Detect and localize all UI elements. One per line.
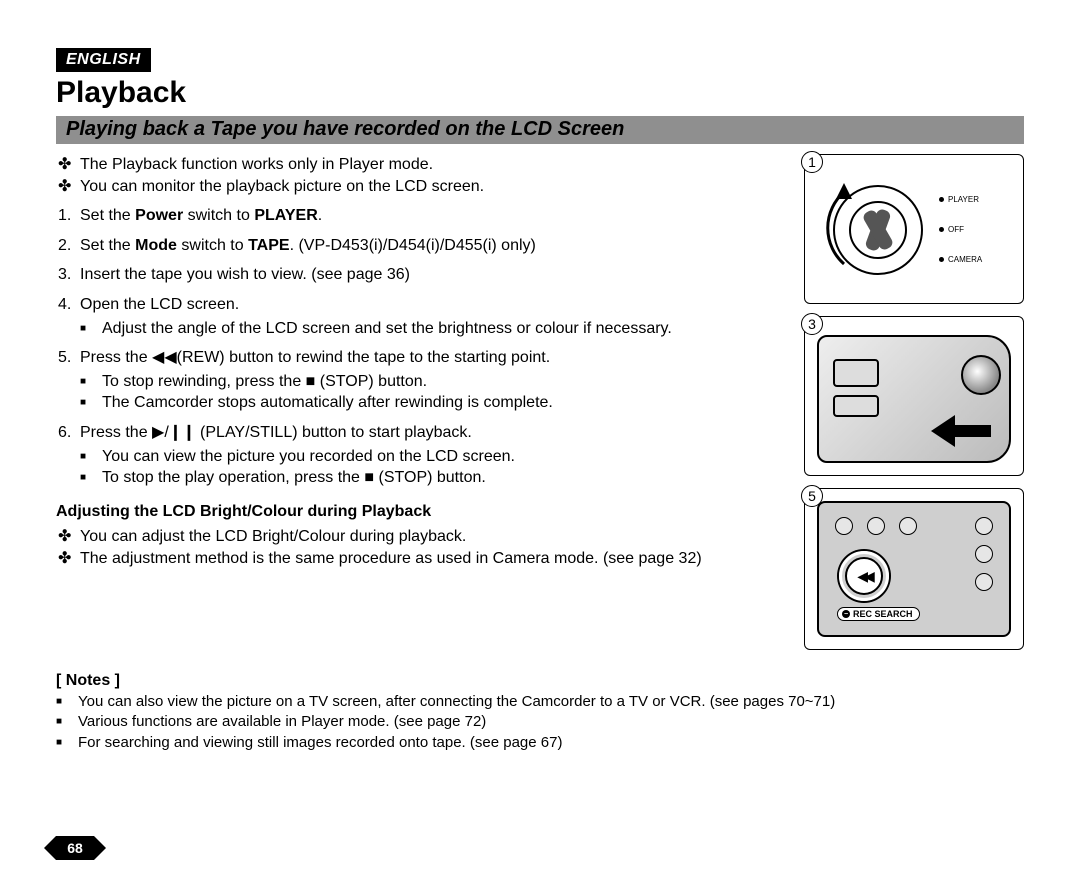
step-number: 4. [58, 294, 80, 316]
text-column: The Playback function works only in Play… [56, 154, 776, 650]
stop-icon: ■ [306, 373, 316, 390]
rec-search-text: REC SEARCH [853, 609, 913, 619]
step-5: 5.Press the ◀◀(REW) button to rewind the… [80, 347, 776, 414]
step-number: 3. [58, 264, 80, 286]
substep: You can view the picture you recorded on… [102, 446, 776, 468]
play-still-icon: ▶/❙❙ [152, 424, 196, 441]
sub-bullet: The adjustment method is the same proced… [80, 548, 776, 570]
steps-list: 1.Set the Power switch to PLAYER. 2.Set … [56, 205, 776, 489]
manual-page: ENGLISH Playback Playing back a Tape you… [0, 0, 1080, 880]
step-text: Set the [80, 207, 135, 224]
camcorder-illustration [811, 323, 1017, 469]
step-2: 2.Set the Mode switch to TAPE. (VP-D453(… [80, 235, 776, 257]
step-text: switch to [177, 237, 248, 254]
figure-3-open-lcd: 3 [804, 316, 1024, 476]
hand-arrow-icon [931, 411, 991, 451]
step-text: (REW) button to rewind the tape to the s… [177, 349, 551, 366]
step-text: Press the [80, 424, 152, 441]
subheading: Adjusting the LCD Bright/Colour during P… [56, 501, 776, 523]
step-4: 4.Open the LCD screen. Adjust the angle … [80, 294, 776, 339]
substep-text: (STOP) button. [315, 373, 427, 390]
step-6: 6.Press the ▶/❙❙ (PLAY/STILL) button to … [80, 422, 776, 489]
notes-label: [ Notes ] [56, 672, 1024, 690]
step-3: 3.Insert the tape you wish to view. (see… [80, 264, 776, 286]
dial-label-camera: CAMERA [939, 255, 982, 264]
step-text: Insert the tape you wish to view. (see p… [80, 266, 410, 283]
section-heading: Playing back a Tape you have recorded on… [56, 116, 1024, 144]
substep-text: (STOP) button. [374, 469, 486, 486]
step-text: Open the LCD screen. [80, 296, 239, 313]
page-title: Playback [56, 76, 1024, 110]
intro-bullet: The Playback function works only in Play… [80, 154, 776, 176]
substep: The Camcorder stops automatically after … [102, 392, 776, 414]
figure-1-power-dial: 1 PLAYER OFF CAMERA [804, 154, 1024, 304]
dot-icon [939, 257, 944, 262]
substep: To stop the play operation, press the ■ … [102, 467, 776, 489]
rewind-glyph-icon: ◀◀ [857, 568, 871, 585]
substeps: Adjust the angle of the LCD screen and s… [80, 318, 776, 340]
stop-icon: ■ [364, 469, 374, 486]
substep-text: To stop the play operation, press the [102, 469, 364, 486]
intro-bullet: You can monitor the playback picture on … [80, 176, 776, 198]
page-number-badge: 68 [56, 836, 94, 860]
rewind-icon: ◀◀ [152, 349, 177, 366]
step-number: 6. [58, 422, 80, 444]
dial-label-off: OFF [939, 225, 964, 234]
step-text: Set the [80, 237, 135, 254]
step-text: . [318, 207, 322, 224]
minus-circle-icon: − [842, 610, 850, 618]
step-bold: TAPE [248, 237, 289, 254]
step-number: 1. [58, 205, 80, 227]
note-item: For searching and viewing still images r… [78, 733, 1024, 753]
rec-search-label: − REC SEARCH [837, 607, 920, 621]
control-panel-illustration: ◀◀ − REC SEARCH [811, 495, 1017, 643]
step-number: 5. [58, 347, 80, 369]
sub-bullet: You can adjust the LCD Bright/Colour dur… [80, 526, 776, 548]
intro-bullets: The Playback function works only in Play… [56, 154, 776, 197]
substeps: To stop rewinding, press the ■ (STOP) bu… [80, 371, 776, 414]
content-row: The Playback function works only in Play… [56, 154, 1024, 650]
step-text: switch to [183, 207, 254, 224]
step-number: 2. [58, 235, 80, 257]
substep: Adjust the angle of the LCD screen and s… [102, 318, 776, 340]
substeps: You can view the picture you recorded on… [80, 446, 776, 489]
step-text: (PLAY/STILL) button to start playback. [196, 424, 472, 441]
step-1: 1.Set the Power switch to PLAYER. [80, 205, 776, 227]
dial-label-player: PLAYER [939, 195, 979, 204]
dot-icon [939, 197, 944, 202]
sub-bullets: You can adjust the LCD Bright/Colour dur… [56, 526, 776, 569]
dot-icon [939, 227, 944, 232]
figure-5-rewind-button: 5 ◀◀ − R [804, 488, 1024, 650]
notes-list: You can also view the picture on a TV sc… [56, 692, 1024, 753]
note-item: You can also view the picture on a TV sc… [78, 692, 1024, 712]
language-badge: ENGLISH [56, 48, 151, 72]
substep: To stop rewinding, press the ■ (STOP) bu… [102, 371, 776, 393]
step-text: . (VP-D453(i)/D454(i)/D455(i) only) [290, 237, 536, 254]
step-bold: Power [135, 207, 183, 224]
note-item: Various functions are available in Playe… [78, 712, 1024, 732]
step-bold: Mode [135, 237, 177, 254]
rewind-button-icon: ◀◀ [845, 557, 883, 595]
figures-column: 1 PLAYER OFF CAMERA [804, 154, 1024, 650]
substep-text: To stop rewinding, press the [102, 373, 306, 390]
step-text: Press the [80, 349, 152, 366]
dial-illustration: PLAYER OFF CAMERA [811, 161, 1017, 297]
step-bold: PLAYER [254, 207, 317, 224]
